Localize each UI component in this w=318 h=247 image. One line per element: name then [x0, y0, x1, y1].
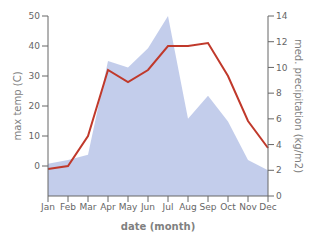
svg-text:date (month): date (month)	[121, 221, 195, 232]
svg-text:30: 30	[29, 71, 41, 81]
svg-text:2: 2	[276, 165, 282, 175]
svg-text:12: 12	[276, 37, 287, 47]
svg-text:Sep: Sep	[200, 202, 217, 212]
svg-text:Apr: Apr	[100, 202, 116, 212]
svg-text:Aug: Aug	[179, 202, 197, 212]
svg-text:Jun: Jun	[140, 202, 155, 212]
svg-text:6: 6	[276, 114, 282, 124]
svg-text:Jul: Jul	[162, 202, 174, 212]
svg-text:max temp (C): max temp (C)	[12, 71, 23, 140]
svg-text:Feb: Feb	[60, 202, 76, 212]
svg-text:4: 4	[276, 140, 282, 150]
svg-text:10: 10	[276, 63, 288, 73]
svg-text:Nov: Nov	[239, 202, 257, 212]
svg-text:10: 10	[29, 131, 41, 141]
svg-text:med. precipitation (kg/m2): med. precipitation (kg/m2)	[293, 39, 304, 173]
svg-text:0: 0	[34, 161, 40, 171]
svg-text:Oct: Oct	[220, 202, 236, 212]
svg-text:20: 20	[29, 101, 41, 111]
svg-text:Dec: Dec	[259, 202, 276, 212]
svg-text:Mar: Mar	[80, 202, 97, 212]
svg-text:Jan: Jan	[40, 202, 55, 212]
svg-text:40: 40	[29, 41, 41, 51]
svg-text:0: 0	[276, 191, 282, 201]
svg-text:14: 14	[276, 11, 288, 21]
svg-text:May: May	[119, 202, 138, 212]
svg-text:50: 50	[29, 11, 41, 21]
svg-text:8: 8	[276, 88, 282, 98]
